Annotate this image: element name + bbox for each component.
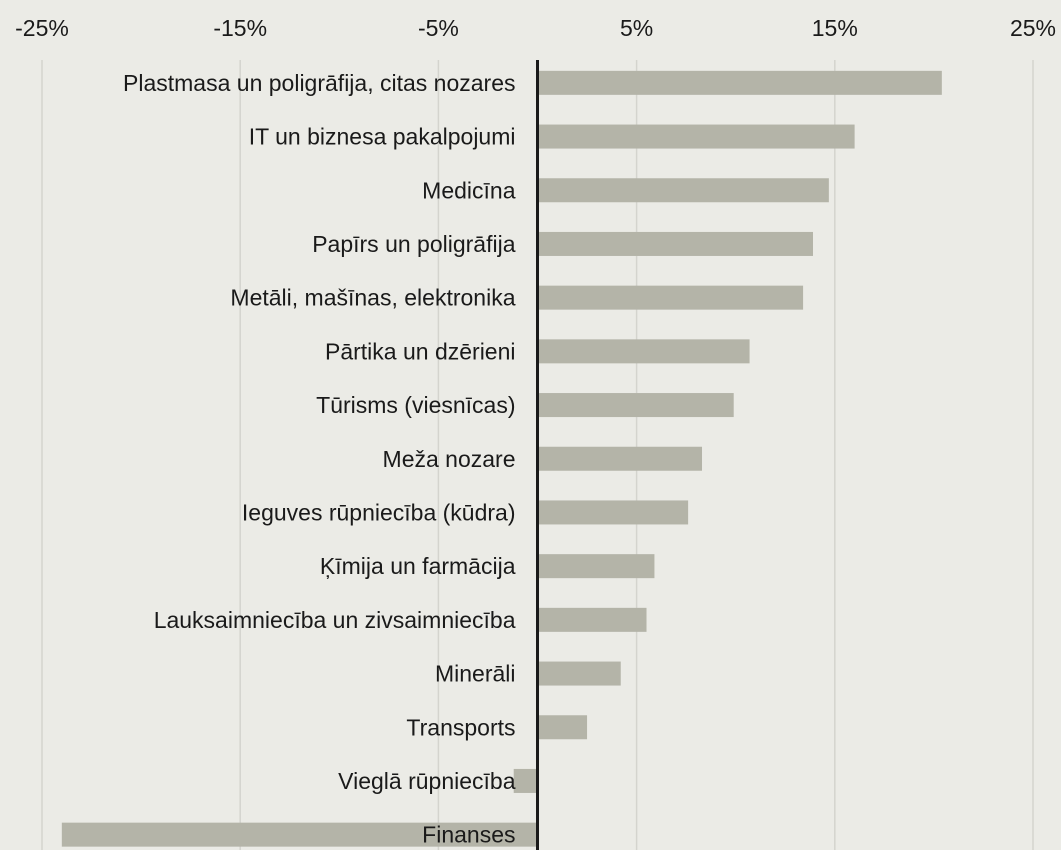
- bar: [537, 231, 813, 256]
- category-label: Transports: [406, 714, 515, 740]
- category-label: Finanses: [422, 822, 515, 848]
- category-label: Plastmasa un poligrāfija, citas nozares: [123, 70, 515, 96]
- x-axis-ticks: -25% -15% -5% 5% 15% 25%: [15, 15, 1056, 41]
- bar: [537, 715, 588, 740]
- category-label: Metāli, mašīnas, elektronika: [230, 285, 515, 311]
- category-label: Pārtika un dzērieni: [325, 338, 516, 364]
- bar: [537, 500, 689, 525]
- bar: [537, 661, 621, 686]
- bar: [537, 124, 855, 149]
- bar: [537, 178, 829, 203]
- bar: [537, 285, 804, 310]
- category-label: Lauksaimniecība un zivsaimniecība: [154, 607, 516, 633]
- x-tick-label: 25%: [1010, 15, 1056, 41]
- x-tick-label: -15%: [213, 15, 267, 41]
- bar: [537, 446, 703, 471]
- category-label: Meža nozare: [383, 446, 516, 472]
- category-label: Ķīmija un farmācija: [320, 553, 516, 579]
- x-tick-label: 15%: [812, 15, 858, 41]
- category-label: Tūrisms (viesnīcas): [316, 392, 515, 418]
- bars: [61, 70, 942, 847]
- x-tick-label: -25%: [15, 15, 69, 41]
- category-label: IT un biznesa pakalpojumi: [249, 124, 516, 150]
- category-label: Papīrs un poligrāfija: [312, 231, 515, 257]
- x-tick-label: 5%: [620, 15, 653, 41]
- bar: [513, 768, 538, 793]
- bar: [537, 607, 647, 632]
- x-tick-label: -5%: [418, 15, 459, 41]
- category-label: Ieguves rūpniecība (kūdra): [242, 499, 516, 525]
- bar: [61, 822, 538, 847]
- category-labels: Plastmasa un poligrāfija, citas nozares I…: [123, 70, 516, 848]
- bar: [537, 393, 734, 418]
- bar: [537, 554, 655, 579]
- category-label: Vieglā rūpniecība: [338, 768, 516, 794]
- category-label: Medicīna: [422, 177, 516, 203]
- bar: [537, 70, 942, 95]
- bar: [537, 339, 750, 364]
- category-label: Minerāli: [435, 661, 516, 687]
